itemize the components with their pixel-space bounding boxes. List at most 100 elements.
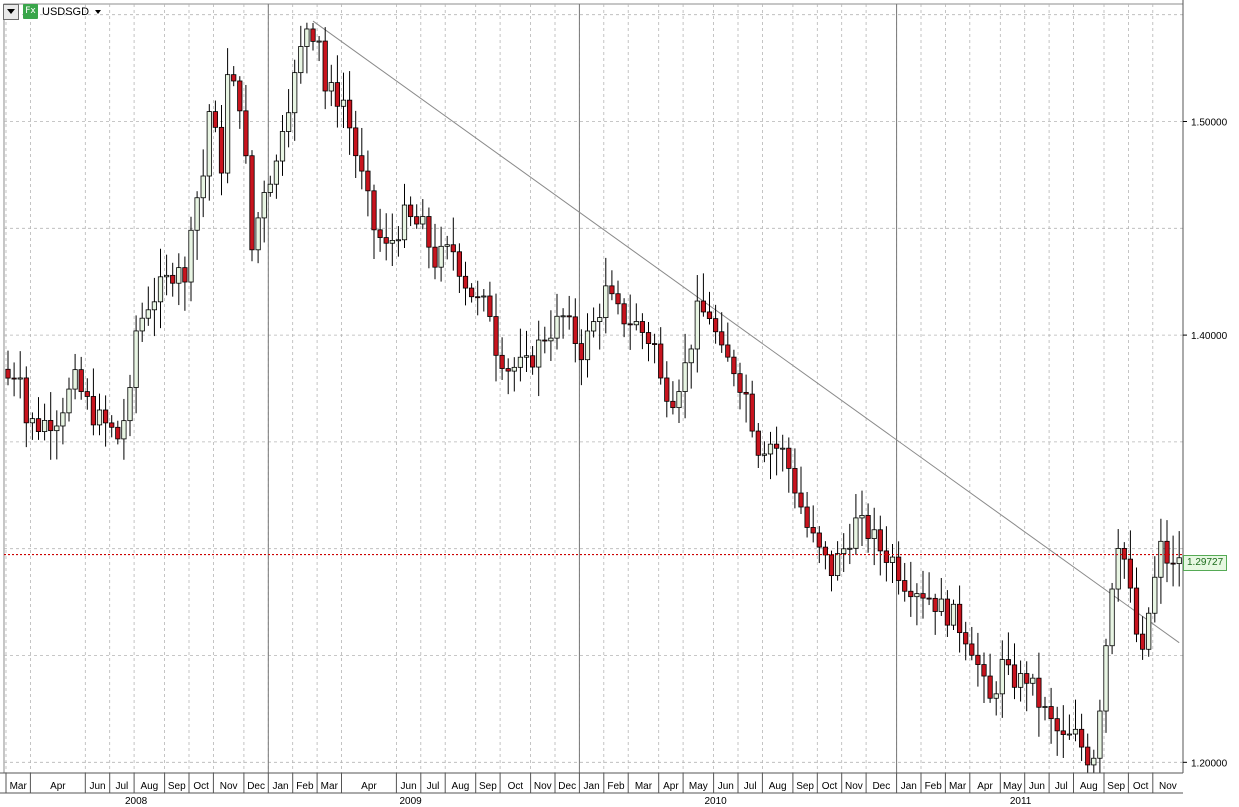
candle-up [255,217,261,251]
candle-down [731,356,737,375]
candle-down [1036,677,1042,708]
candle-up [548,337,554,342]
candle-down [407,204,414,218]
candle-up [1158,540,1164,578]
candle-down [371,190,377,231]
candle-up [200,175,206,199]
month-label: Sep [168,781,186,792]
month-label: Oct [508,781,524,792]
candle-down [621,303,627,325]
candle-down [896,556,902,581]
candle-up [780,447,786,450]
chevron-down-icon[interactable] [95,9,102,14]
candle-up [54,425,60,432]
candle-up [1066,733,1072,736]
candle-up [1097,710,1103,759]
candle-down [468,287,475,298]
candle-up [1103,645,1109,712]
candle-up [17,377,23,380]
candle-up [554,315,560,339]
month-label: Jul [427,781,440,792]
candle-down [499,354,505,369]
month-label: Nov [1159,781,1177,792]
month-label: Jul [744,781,757,792]
month-label: May [1003,781,1022,792]
month-label: Jul [1055,781,1068,792]
month-label: Apr [361,781,377,792]
candle-up [597,317,603,322]
candle-up [121,420,127,440]
candle-down [487,295,493,317]
candle-up [481,295,487,298]
candle-down [456,251,463,277]
month-label: Oct [193,781,209,792]
candle-down [462,275,469,289]
candle-up [96,409,103,426]
candle-up [1109,588,1115,647]
month-label: Aug [1080,781,1098,792]
candle-down [182,267,188,283]
candle-down [627,323,633,326]
dropdown-triangle-icon[interactable] [3,3,19,20]
symbol-label[interactable]: USDSGD [42,5,90,18]
candle-down [530,355,536,368]
candle-down [505,368,511,372]
candle-down [1005,659,1012,666]
candle-down [310,28,316,42]
month-label: Mar [321,781,339,792]
month-label: Feb [925,781,943,792]
month-label: Nov [534,781,552,792]
month-label: Feb [296,781,314,792]
chart-grid [3,3,1184,807]
month-label: Dec [872,781,890,792]
candle-up [127,387,133,422]
candle-down [957,603,963,634]
x-axis-panel [0,773,1183,807]
candle-down [798,492,804,508]
candle-up [1030,677,1036,684]
candle-up [1018,673,1024,688]
candle-up [1115,548,1121,590]
candle-down [1140,633,1146,650]
y-tick-label: 1.20000 [1191,758,1228,769]
month-label: Nov [220,781,238,792]
last-price-tag: 1.29727 [1183,555,1228,571]
month-label: Mar [949,781,967,792]
candle-up [511,366,517,372]
candle-up [1146,612,1152,650]
candle-down [792,468,798,494]
candle-up [536,339,542,368]
candle-down [1024,673,1030,684]
candle-up [420,216,426,225]
candle-up [298,46,304,74]
candle-down [645,332,652,344]
year-label: 2008 [125,796,148,807]
candle-up [633,321,639,326]
candle-down [975,654,981,665]
candle-up [133,330,139,388]
candle-up [188,229,194,283]
candle-down [1011,664,1018,688]
month-label: Nov [845,781,863,792]
candle-down [810,527,816,534]
candle-down [414,216,420,225]
candle-down [249,155,255,251]
candle-down [932,597,938,612]
candle-up [389,240,395,244]
candle-down [981,664,987,677]
candle-down [658,343,664,379]
month-label: Aug [452,781,470,792]
candle-down [218,126,225,174]
candle-up [517,356,524,368]
trendline-layer [312,20,1180,644]
candle-down [639,321,646,333]
month-label: May [689,781,708,792]
candle-down [963,632,969,645]
year-label: 2009 [399,796,422,807]
candle-down [908,590,914,598]
candle-down [749,393,755,432]
candle-up [1072,728,1079,735]
candle-up [163,274,170,278]
